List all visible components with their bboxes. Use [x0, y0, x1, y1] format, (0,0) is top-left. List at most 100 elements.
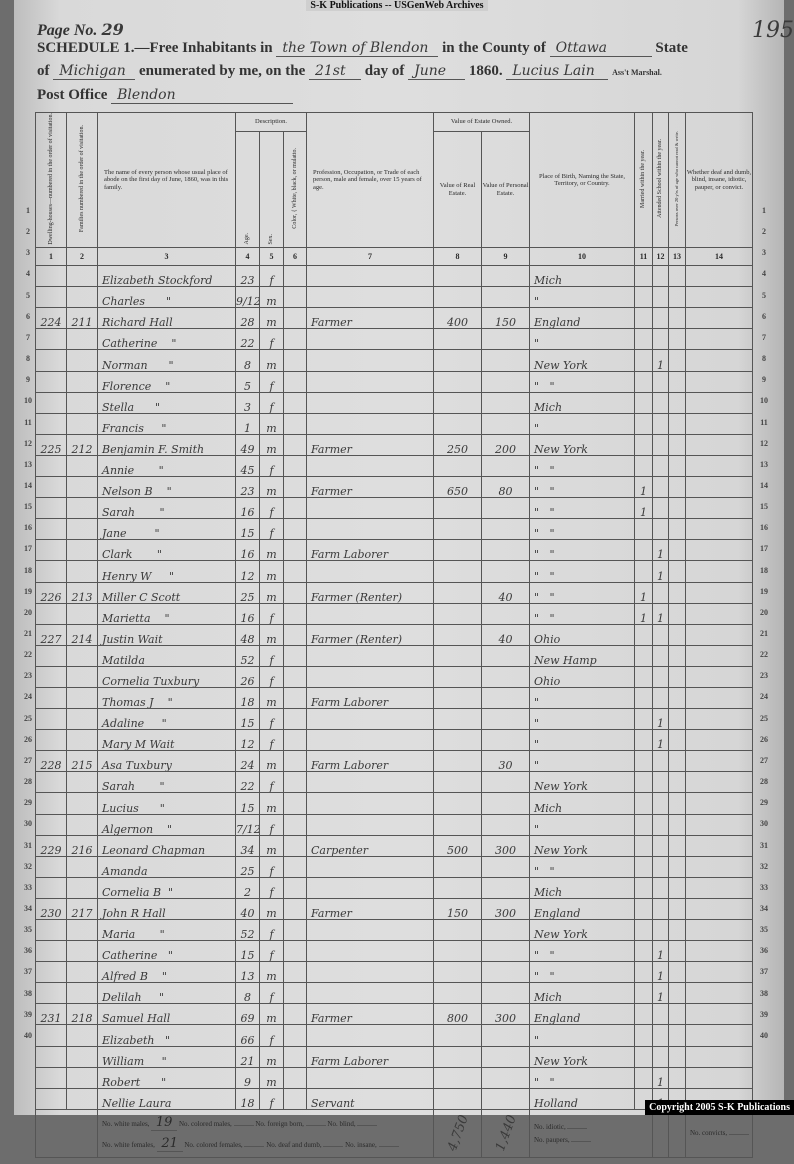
line-number: 15 [760, 502, 768, 512]
family-number [66, 560, 98, 583]
sex: f [259, 729, 284, 752]
condition [685, 581, 753, 604]
condition [685, 349, 753, 372]
line-number: 12 [760, 438, 768, 448]
color [283, 729, 307, 752]
sex: f [259, 982, 284, 1005]
dwelling-number [35, 265, 67, 288]
cannot-read-write [668, 370, 686, 393]
occupation [306, 328, 434, 351]
line-number: 8 [762, 354, 766, 364]
condition [685, 286, 753, 309]
age: 15 [235, 518, 260, 541]
birthplace: New York [529, 834, 635, 857]
person-name: Richard Hall [97, 307, 236, 330]
real-estate-value [433, 876, 482, 899]
color [283, 1045, 307, 1068]
person-name: Robert " [97, 1066, 236, 1089]
age: 13 [235, 961, 260, 984]
real-estate-value [433, 940, 482, 963]
family-number: 214 [66, 623, 98, 646]
dwelling-number [35, 476, 67, 499]
married-within-year [634, 792, 653, 815]
census-row: Jane " 15 f " " [35, 518, 753, 541]
attended-school [652, 623, 669, 646]
birthplace: " " [529, 497, 635, 520]
census-row: 227 214 Justin Wait 48 m Farmer (Renter) 40 Ohi… [35, 623, 753, 646]
real-estate-value [433, 560, 482, 583]
color [283, 560, 307, 583]
sex: m [259, 307, 284, 330]
real-estate-value [433, 686, 482, 710]
dwelling-number [35, 454, 67, 478]
real-estate-value [433, 497, 482, 520]
white-females-value: 21 [156, 1136, 183, 1152]
cannot-read-write [668, 792, 686, 815]
condition [685, 623, 753, 646]
color [283, 476, 307, 499]
sex: f [259, 454, 284, 478]
line-number: 32 [24, 861, 32, 871]
cannot-read-write [668, 644, 686, 667]
married-within-year [634, 433, 653, 456]
county-field: Ottawa [549, 40, 652, 57]
married-within-year [634, 982, 653, 1005]
dwelling-number [35, 518, 67, 541]
personal-estate-total: 1,440 [474, 1102, 537, 1164]
cannot-read-write [668, 539, 686, 562]
family-number [66, 454, 98, 478]
sex: m [259, 834, 284, 857]
married-within-year [634, 307, 653, 330]
personal-estate-value [481, 771, 530, 794]
col-color-header: Color, { White, black, or mulatto. [283, 131, 307, 249]
real-estate-value [433, 1045, 482, 1068]
occupation: Farmer (Renter) [306, 623, 434, 646]
census-row: Francis " 1 m " [35, 412, 753, 435]
dwelling-number [35, 919, 67, 942]
line-number: 21 [760, 629, 768, 638]
attended-school: 1 [652, 729, 669, 752]
family-number [66, 412, 98, 435]
occupation: Farm Laborer [306, 539, 434, 562]
line-number: 32 [760, 861, 768, 871]
family-number [66, 940, 98, 963]
age: 40 [235, 897, 260, 921]
enumeration-line: of Michigan enumerated by me, on the 21s… [37, 63, 662, 80]
line-number: 5 [762, 290, 766, 300]
birthplace: " " [529, 602, 635, 625]
census-row: Algernon " 7/12 f " [35, 813, 753, 836]
sex: f [259, 708, 284, 731]
person-name: Samuel Hall [97, 1003, 236, 1026]
attended-school [652, 919, 669, 942]
age: 16 [235, 602, 260, 625]
condition [685, 476, 753, 499]
married-within-year [634, 560, 653, 583]
personal-estate-value [481, 1024, 530, 1047]
family-number [66, 961, 98, 984]
occupation [306, 370, 434, 393]
family-number [66, 665, 98, 688]
married-within-year [634, 539, 653, 562]
condition [685, 961, 753, 984]
attended-school [652, 813, 669, 836]
birthplace: Mich [529, 265, 635, 288]
person-name: Mary M Wait [97, 729, 236, 752]
sex: f [259, 391, 284, 414]
family-number: 215 [66, 750, 98, 773]
column-number: 1 [35, 247, 67, 267]
family-number [66, 1045, 98, 1068]
line-number: 3 [26, 248, 30, 258]
married-within-year [634, 623, 653, 646]
person-name: Miller C Scott [97, 581, 236, 604]
column-number: 7 [306, 247, 434, 267]
color [283, 539, 307, 562]
census-row: Annie " 45 f " " [35, 454, 753, 478]
person-name: Cornelia Tuxbury [97, 665, 236, 688]
col-dwelling-header: Dwelling-houses—numbered in the order of… [35, 111, 67, 249]
attended-school: 1 [652, 560, 669, 583]
color [283, 602, 307, 625]
col-sex-header: Sex. [259, 131, 284, 249]
married-within-year [634, 729, 653, 752]
line-number: 33 [760, 882, 768, 892]
cannot-read-write [668, 286, 686, 309]
